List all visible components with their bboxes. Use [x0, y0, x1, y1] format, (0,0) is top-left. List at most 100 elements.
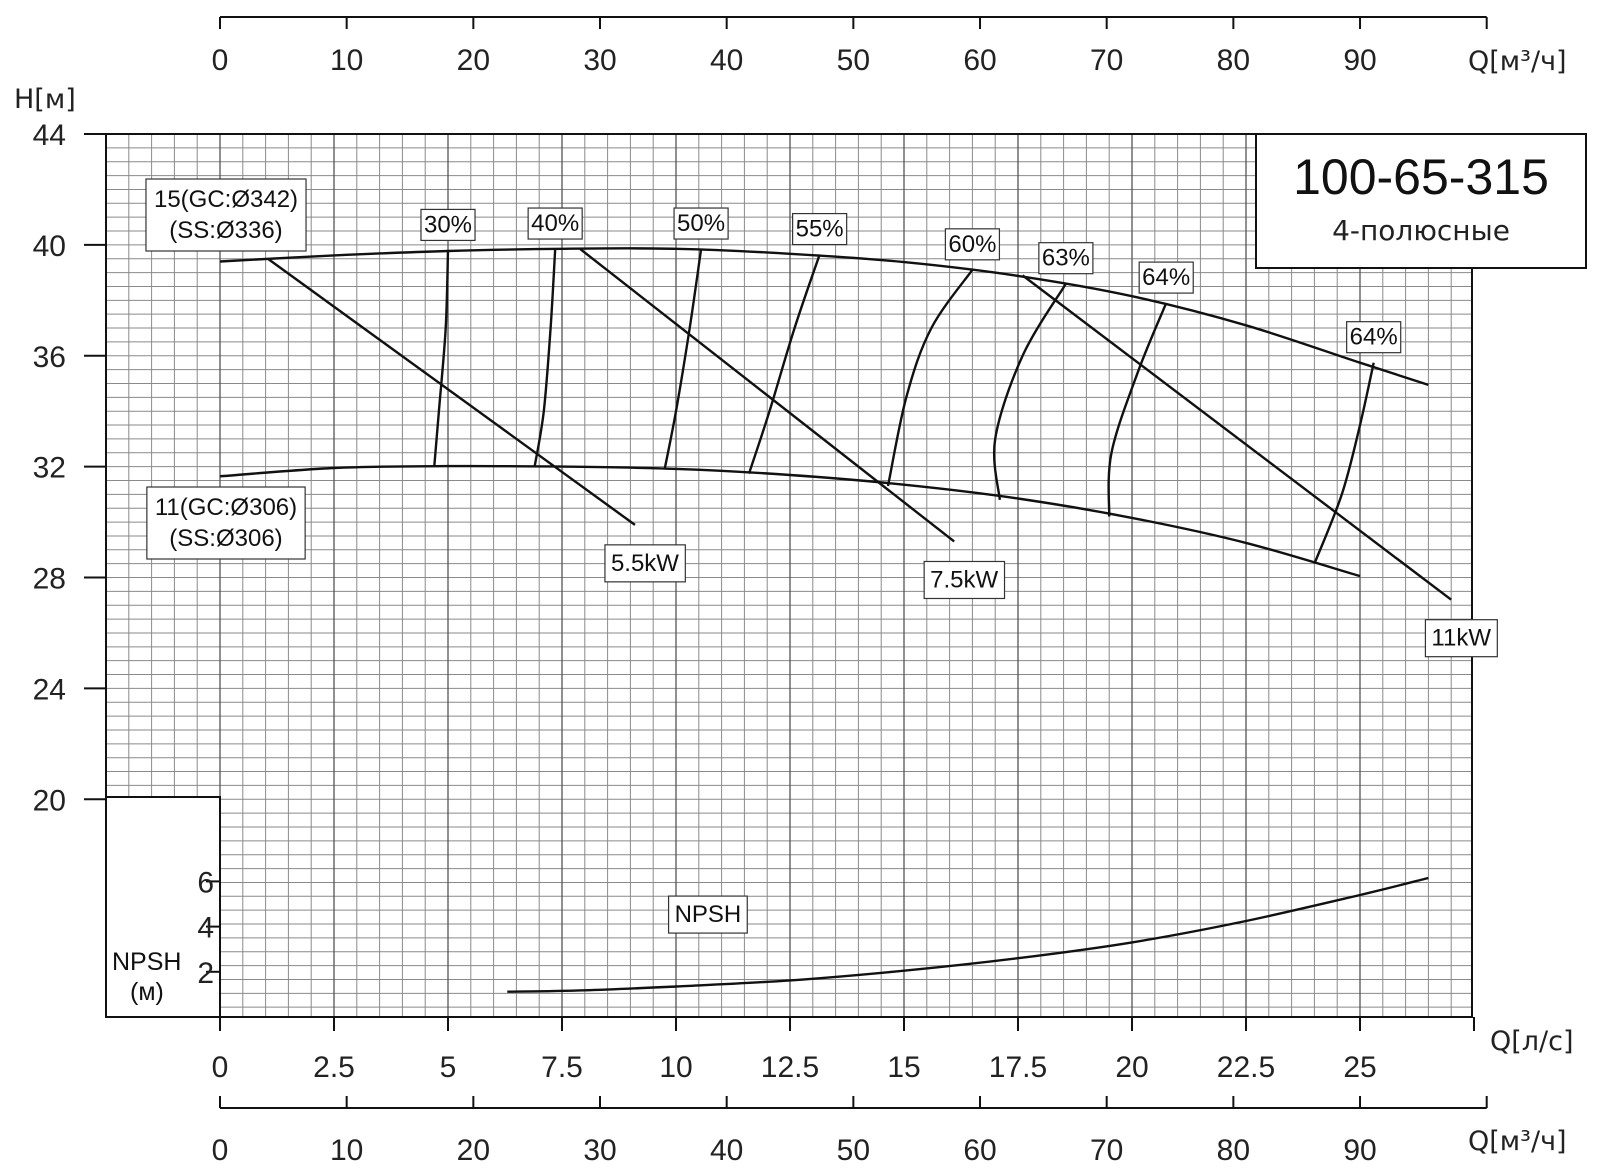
npsh-axis-unit: (м): [130, 978, 164, 1006]
x-tick-label: 7.5: [541, 1051, 583, 1084]
impeller-label-box: [145, 178, 307, 252]
x-tick-label: 5: [440, 1051, 457, 1084]
title-box: 100-65-315 4-полюсные: [1255, 133, 1587, 269]
efficiency-curve: [1313, 362, 1375, 565]
efficiency-label-box: [420, 208, 476, 242]
m3h-tick-label: 30: [583, 44, 616, 77]
npsh-axis: 2 4 6: [197, 866, 220, 990]
npsh-curve-label: NPSH: [667, 895, 748, 934]
m3h-tick-label: 0: [212, 1134, 229, 1167]
m3h-tick-label: 90: [1343, 1134, 1376, 1167]
impeller-label-text: (SS:Ø306): [169, 525, 282, 552]
impeller-label: 15(GC:Ø342) (SS:Ø336): [145, 178, 307, 252]
efficiency-curve: [747, 254, 821, 474]
efficiency-curve: [533, 248, 557, 467]
y-tick-label: 28: [33, 563, 66, 596]
x-tick-label: 17.5: [989, 1051, 1047, 1084]
npsh-curve-label-box: [667, 895, 748, 934]
efficiency-curve: [1107, 302, 1168, 517]
efficiency-label-text: 50%: [677, 210, 725, 237]
m3h-tick-label: 70: [1090, 44, 1123, 77]
power-label: 7.5kW: [923, 560, 1006, 600]
efficiency-label-text: 30%: [424, 211, 472, 238]
m3h-tick-label: 10: [330, 44, 363, 77]
power-line: [1021, 274, 1452, 601]
efficiency-label-text: 55%: [796, 216, 844, 243]
efficiency-label-box: [673, 207, 729, 240]
efficiency-label-box: [944, 228, 1001, 261]
m3h-tick-label: 50: [837, 1134, 870, 1167]
power-label: 11kW: [1424, 619, 1498, 658]
y-tick-label: 40: [33, 230, 66, 263]
npsh-axis-panel: [105, 796, 221, 1018]
power-line: [579, 248, 955, 543]
efficiency-label-text: 64%: [1350, 324, 1398, 351]
efficiency-label-text: 64%: [1142, 264, 1190, 291]
bottom-m3h-axis: 0 10 20 30 40 50 60 70 80 90: [212, 1096, 1488, 1167]
efficiency-label: 30%: [420, 208, 476, 242]
npsh-tick-label: 4: [197, 912, 214, 945]
power-label: 5.5kW: [604, 544, 686, 583]
model-title: 100-65-315: [1293, 149, 1549, 205]
efficiency-label-text: 63%: [1042, 245, 1090, 272]
efficiency-curve: [663, 248, 703, 470]
efficiency-label-text: 40%: [531, 210, 579, 237]
x-axis-unit-bottom: Q[м³/ч]: [1468, 1126, 1567, 1157]
impeller-label: 11(GC:Ø306) (SS:Ø306): [146, 486, 306, 560]
x-tick-label: 15: [887, 1051, 920, 1084]
x-tick-label: 22.5: [1217, 1051, 1275, 1084]
power-label-text: 7.5kW: [930, 566, 998, 593]
top-m3h-axis: 0 10 20 30 40 50 60 70 80 90: [212, 16, 1488, 77]
m3h-tick-label: 10: [330, 1134, 363, 1167]
m3h-tick-label: 50: [837, 44, 870, 77]
m3h-tick-label: 90: [1343, 44, 1376, 77]
x-tick-label: 10: [659, 1051, 692, 1084]
npsh-curve-label-text: NPSH: [675, 901, 742, 928]
efficiency-curve: [433, 250, 450, 467]
impeller-label-box: [146, 486, 306, 560]
x-tick-label: 20: [1115, 1051, 1148, 1084]
m3h-tick-label: 0: [212, 44, 229, 77]
model-subtitle: 4-полюсные: [1332, 214, 1510, 247]
bottom-ls-axis: 0 2.5 5 7.5 10 12.5 15 17.5 20 22.5 25: [212, 1017, 1475, 1084]
curve-labels: 15(GC:Ø342) (SS:Ø336) 11(GC:Ø306) (SS:Ø306)…: [145, 178, 1498, 934]
efficiency-label-box: [1038, 242, 1094, 275]
left-head-axis: 20 24 28 32 36 40 44: [33, 119, 106, 817]
y-tick-label: 36: [33, 341, 66, 374]
m3h-tick-label: 40: [710, 1134, 743, 1167]
power-label-box: [923, 560, 1006, 600]
m3h-tick-label: 20: [457, 44, 490, 77]
y-tick-label: 20: [33, 784, 66, 817]
impeller-label-text: 15(GC:Ø342): [154, 186, 298, 213]
x-axis-unit-ls: Q[л/с]: [1490, 1026, 1574, 1057]
efficiency-label-box: [1138, 261, 1194, 294]
m3h-tick-label: 80: [1217, 1134, 1250, 1167]
m3h-tick-label: 30: [583, 1134, 616, 1167]
x-tick-label: 12.5: [761, 1051, 819, 1084]
m3h-tick-label: 80: [1217, 44, 1250, 77]
head-curve: [219, 247, 1429, 387]
head-curve: [219, 464, 1361, 578]
efficiency-curve: [993, 283, 1067, 501]
efficiency-label: 40%: [527, 207, 583, 240]
efficiency-label-box: [1346, 321, 1402, 354]
npsh-axis-label: NPSH: [112, 948, 181, 976]
y-axis-label: H[м]: [14, 84, 76, 115]
m3h-tick-label: 60: [963, 44, 996, 77]
x-tick-label: 0: [212, 1051, 229, 1084]
y-tick-label: 24: [33, 673, 66, 706]
efficiency-label-text: 60%: [948, 231, 996, 258]
m3h-tick-label: 70: [1090, 1134, 1123, 1167]
efficiency-label: 60%: [944, 228, 1001, 261]
efficiency-label: 63%: [1038, 242, 1094, 275]
efficiency-label: 55%: [792, 212, 848, 246]
efficiency-curve: [886, 269, 974, 487]
power-label-box: [1424, 619, 1498, 658]
y-tick-label: 32: [33, 452, 66, 485]
impeller-label-text: 11(GC:Ø306): [155, 494, 297, 521]
npsh-tick-label: 2: [197, 957, 214, 990]
efficiency-label-box: [527, 207, 583, 240]
efficiency-label-box: [792, 212, 848, 246]
x-axis-unit-top: Q[м³/ч]: [1468, 46, 1567, 77]
